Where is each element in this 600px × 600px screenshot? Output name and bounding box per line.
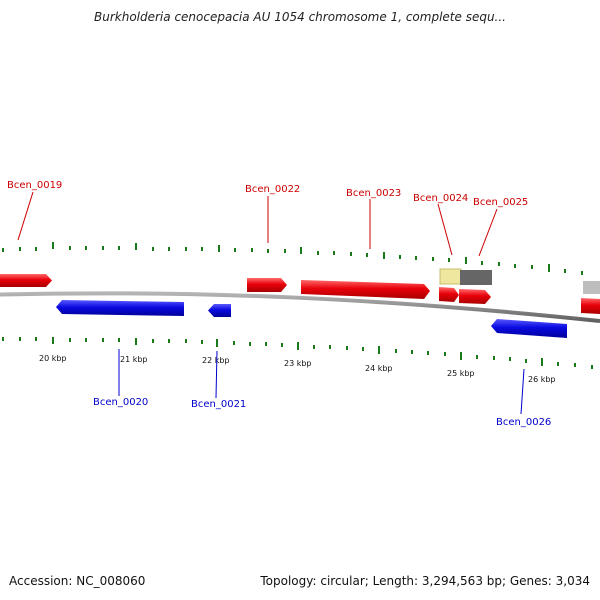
gene-label-bcen-0021[interactable]: Bcen_0021 — [191, 399, 246, 410]
gene-label-bcen-0019[interactable]: Bcen_0019 — [7, 180, 62, 191]
reverse-strand-genes — [56, 300, 567, 338]
scale-label-26kbp: 26 kbp — [528, 375, 556, 384]
feature-box-dark[interactable] — [460, 270, 492, 285]
feature-box-pale[interactable] — [439, 268, 462, 285]
scale-label-21kbp: 21 kbp — [120, 355, 148, 364]
gene-label-bcen-0025[interactable]: Bcen_0025 — [473, 197, 528, 208]
scale-label-24kbp: 24 kbp — [365, 364, 393, 373]
forward-strand-genes — [0, 268, 600, 314]
scale-label-23kbp: 23 kbp — [284, 359, 312, 368]
genome-summary-text: Topology: circular; Length: 3,294,563 bp… — [260, 574, 590, 588]
feature-box-grey-partial[interactable] — [583, 281, 600, 294]
kbp-scale-labels: 20 kbp 21 kbp 22 kbp 23 kbp 24 kbp 25 kb… — [39, 354, 556, 384]
chromosome-backbone — [0, 291, 600, 323]
lower-tick-row — [2, 337, 593, 369]
gene-bcen-0024[interactable] — [439, 287, 459, 302]
gene-label-bcen-0023[interactable]: Bcen_0023 — [346, 188, 401, 199]
scale-label-20kbp: 20 kbp — [39, 354, 67, 363]
gene-bcen-0020[interactable] — [56, 300, 184, 316]
gene-bcen-0023[interactable] — [301, 280, 430, 299]
gene-label-bcen-0022[interactable]: Bcen_0022 — [245, 184, 300, 195]
gene-label-bcen-0024[interactable]: Bcen_0024 — [413, 193, 468, 204]
gene-bcen-0027-partial[interactable] — [581, 298, 600, 314]
scale-label-25kbp: 25 kbp — [447, 369, 475, 378]
gene-label-bcen-0020[interactable]: Bcen_0020 — [93, 397, 148, 408]
gene-labels: Bcen_0019 Bcen_0022 Bcen_0023 Bcen_0024 … — [7, 180, 551, 428]
gene-bcen-0022[interactable] — [247, 278, 287, 292]
map-title: Burkholderia cenocepacia AU 1054 chromos… — [94, 10, 506, 24]
scale-label-22kbp: 22 kbp — [202, 356, 230, 365]
gene-bcen-0021[interactable] — [208, 304, 231, 317]
gene-bcen-0026[interactable] — [491, 319, 567, 338]
gene-bcen-0025[interactable] — [459, 289, 491, 304]
gene-label-bcen-0026[interactable]: Bcen_0026 — [496, 417, 551, 428]
upper-tick-row — [2, 242, 583, 275]
gene-leader-lines — [17, 191, 525, 415]
gene-bcen-0019[interactable] — [0, 274, 52, 287]
accession-text: Accession: NC_008060 — [9, 574, 146, 588]
